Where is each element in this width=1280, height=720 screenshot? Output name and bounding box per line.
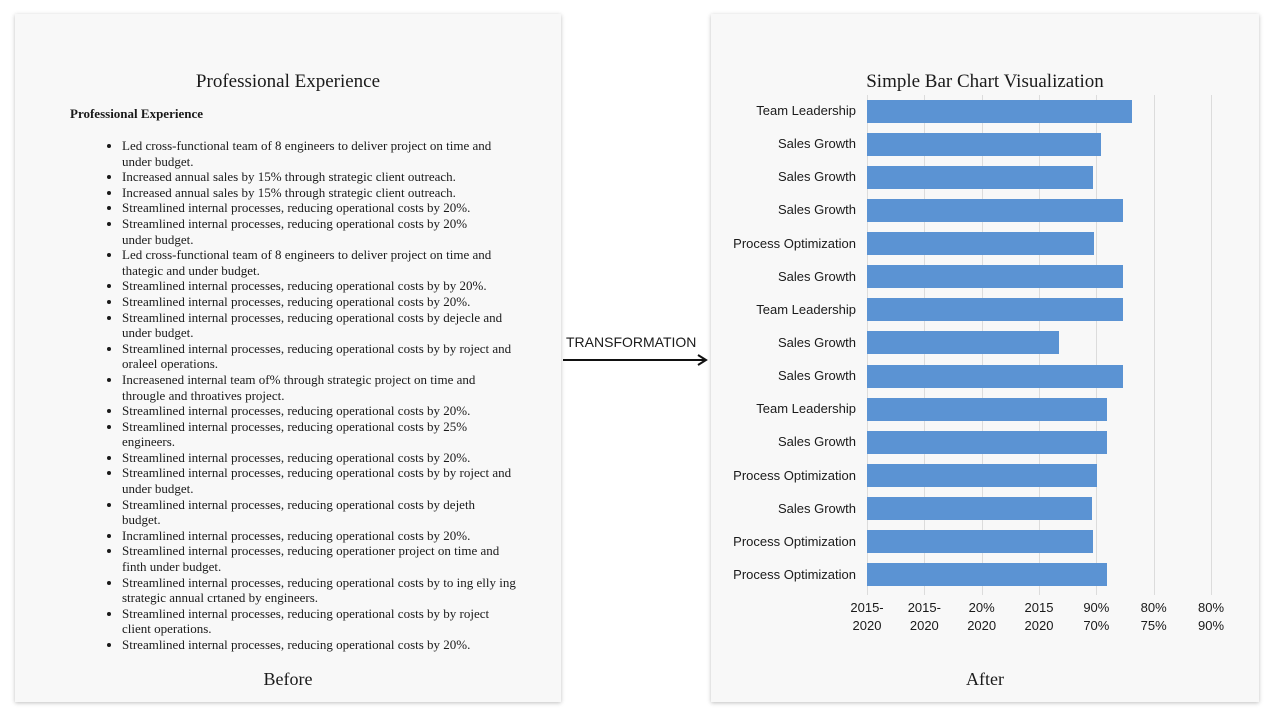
bar — [867, 331, 1060, 355]
bullet: Incramlined internal processes, reducing… — [122, 528, 516, 544]
bar — [867, 165, 1093, 189]
y-tick-label: Sales Growth — [777, 334, 856, 350]
bullet-list: Led cross-functional team of 8 engineers… — [107, 138, 516, 653]
x-tick-label: 80% 90% — [1197, 600, 1225, 633]
y-tick-label: Team Leadership — [756, 401, 856, 417]
bullet: Increased annual sales by 15% through st… — [122, 169, 516, 185]
bullet: Streamlined internal processes, reducing… — [122, 637, 516, 653]
bullet: Streamlined internal processes, reducing… — [122, 450, 516, 466]
bullet: Led cross-functional team of 8 engineers… — [122, 247, 516, 278]
bullet: Streamlined internal processes, reducing… — [122, 310, 516, 341]
x-tick-label: 2015- 2020 — [907, 600, 941, 633]
bullet: Streamlined internal processes, reducing… — [122, 216, 516, 247]
y-tick-label: Sales Growth — [777, 500, 856, 516]
bullet: Streamlined internal processes, reducing… — [122, 294, 516, 310]
bar — [867, 464, 1097, 488]
bullet: Streamlined internal processes, reducing… — [122, 543, 516, 574]
bullet: Streamlined internal processes, reducing… — [122, 278, 516, 294]
grid-line — [1096, 95, 1098, 595]
bar — [867, 497, 1092, 521]
bullet: Streamlined internal processes, reducing… — [122, 497, 516, 528]
bar — [867, 530, 1093, 554]
bar — [867, 563, 1108, 587]
y-tick-label: Process Optimization — [733, 235, 856, 251]
before-title: Professional Experience — [195, 71, 381, 92]
transformation-label: TRANSFORMATION — [566, 334, 697, 350]
bullet: Streamlined internal processes, reducing… — [122, 200, 516, 216]
bar — [867, 132, 1101, 156]
arrow — [563, 354, 708, 366]
bullet: Increasened internal team of% through st… — [122, 372, 516, 403]
bullet: Streamlined internal processes, reducing… — [122, 341, 516, 372]
y-tick-label: Sales Growth — [777, 368, 856, 384]
bullet: Increased annual sales by 15% through st… — [122, 185, 516, 201]
y-tick-label: Process Optimization — [733, 566, 856, 582]
x-tick-label: 20% 2020 — [967, 600, 997, 633]
y-tick-label: Sales Growth — [777, 434, 856, 450]
y-tick-label: Team Leadership — [756, 301, 856, 317]
y-tick-label: Sales Growth — [777, 169, 856, 185]
grid-line — [1211, 95, 1212, 595]
y-tick-label: Process Optimization — [733, 533, 856, 549]
before-panel: Professional Experience Professional Exp… — [15, 14, 561, 702]
grid-line — [1153, 95, 1155, 595]
bar — [867, 430, 1108, 454]
bar — [867, 99, 1132, 123]
bar — [867, 397, 1108, 421]
y-tick-label: Sales Growth — [777, 202, 856, 218]
y-tick-label: Process Optimization — [733, 467, 856, 483]
y-tick-label: Sales Growth — [777, 136, 856, 152]
bar — [867, 298, 1124, 322]
x-tick-label: 90% 70% — [1083, 600, 1110, 633]
bullet: Led cross-functional team of 8 engineers… — [122, 138, 516, 169]
chart-title: Simple Bar Chart Visualization — [866, 71, 1104, 92]
bar — [867, 265, 1124, 289]
after-caption: After — [966, 669, 1004, 689]
before-caption: Before — [263, 669, 313, 689]
y-tick-label: Team Leadership — [756, 103, 856, 118]
after-panel: Simple Bar Chart Visualization After — [711, 14, 1259, 702]
bullet: Streamlined internal processes, reducing… — [122, 606, 516, 637]
bullet: Streamlined internal processes, reducing… — [122, 403, 516, 419]
bullet: Streamlined internal processes, reducing… — [122, 419, 516, 450]
x-tick-label: 2015 2020 — [1024, 600, 1054, 633]
x-tick-label: 2015- 2020 — [850, 600, 884, 633]
bullet: Streamlined internal processes, reducing… — [122, 465, 516, 496]
bullet: Streamlined internal processes, reducing… — [122, 575, 516, 606]
section-heading: Professional Experience — [70, 106, 203, 121]
bar — [867, 364, 1124, 388]
bar — [867, 198, 1124, 222]
x-tick-label: 80% 75% — [1140, 600, 1167, 633]
bar — [867, 232, 1095, 256]
y-tick-label: Sales Growth — [777, 268, 856, 284]
